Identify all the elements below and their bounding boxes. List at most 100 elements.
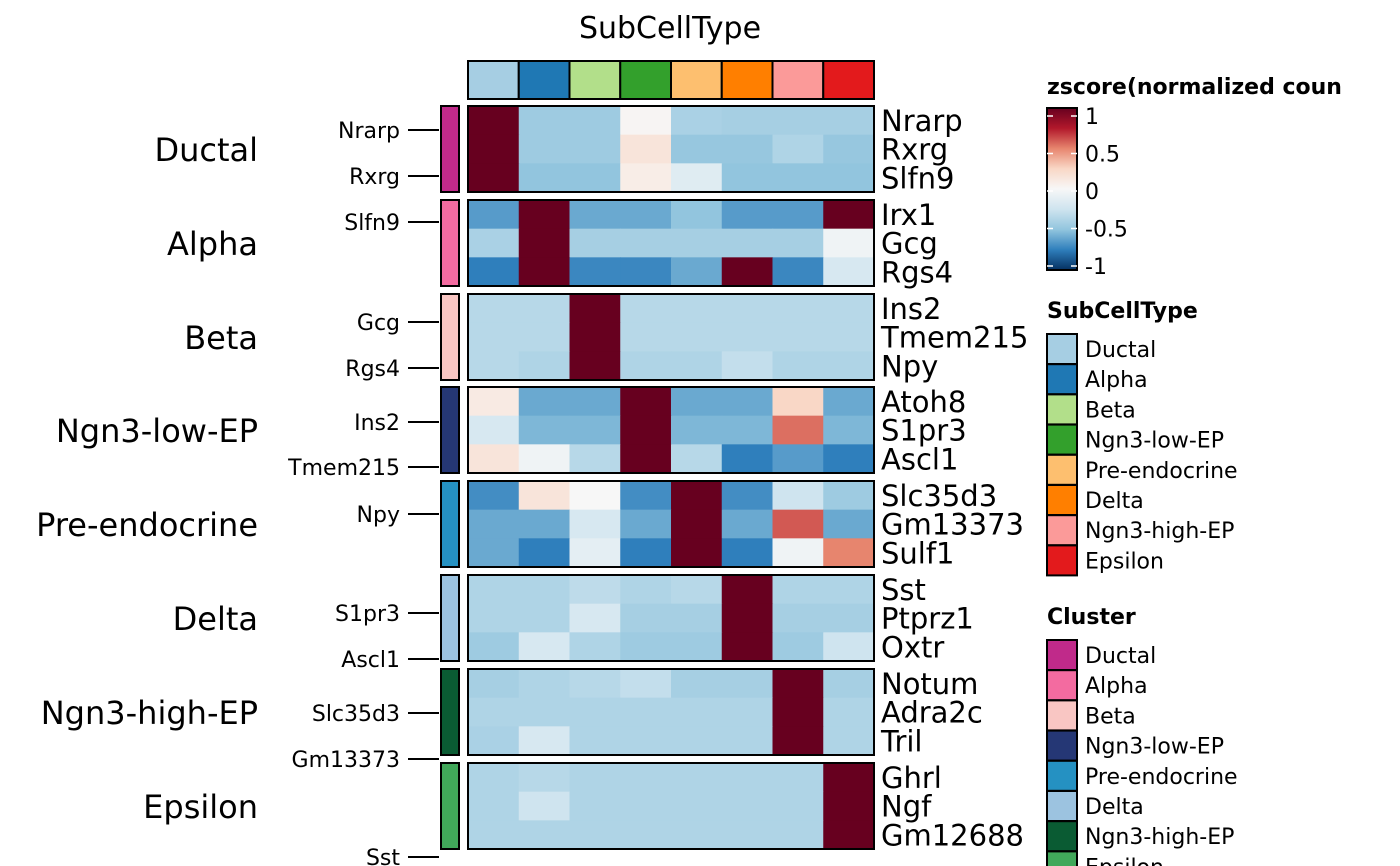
heatmap-cell bbox=[772, 257, 824, 287]
heatmap-block-border bbox=[467, 480, 875, 568]
heatmap-cell bbox=[671, 228, 723, 258]
heatmap-cell bbox=[772, 200, 824, 230]
heatmap-cell bbox=[671, 538, 723, 568]
heatmap-block-beta bbox=[467, 293, 875, 381]
heatmap-cell bbox=[671, 106, 723, 136]
heatmap-block-border bbox=[467, 105, 875, 193]
heatmap-cell bbox=[823, 632, 875, 662]
heatmap-cell bbox=[721, 669, 774, 699]
heatmap-cell bbox=[721, 294, 774, 324]
heatmap-cell bbox=[468, 200, 520, 230]
heatmap-cell bbox=[620, 763, 672, 793]
legend-swatch bbox=[1046, 699, 1078, 732]
heatmap-cell bbox=[772, 791, 824, 821]
heatmap-cell bbox=[671, 763, 723, 793]
gene-label: Adra2c bbox=[881, 696, 983, 730]
heatmap-cell bbox=[671, 200, 723, 230]
legend-swatch bbox=[1046, 514, 1078, 547]
heatmap-cell bbox=[772, 603, 824, 633]
heatmap-cell bbox=[569, 697, 621, 727]
heatmap-cell bbox=[569, 669, 621, 699]
heatmap-cell bbox=[620, 257, 672, 287]
column-annotation-ngn3-low-ep bbox=[619, 60, 672, 100]
cluster-bar-beta bbox=[440, 293, 460, 381]
gene-label: Oxtr bbox=[881, 630, 944, 664]
heatmap-cell bbox=[518, 538, 571, 568]
legend-label: Ngn3-high-EP bbox=[1085, 825, 1234, 850]
heatmap-cell bbox=[620, 603, 672, 633]
heatmap-cell bbox=[468, 387, 520, 417]
mark-label: Npy bbox=[357, 503, 400, 528]
heatmap-cell bbox=[772, 509, 824, 539]
heatmap-cell bbox=[518, 163, 571, 193]
heatmap-cell bbox=[823, 603, 875, 633]
column-annotation-alpha bbox=[517, 60, 571, 100]
gene-label: Rxrg bbox=[881, 133, 948, 167]
mark-label: S1pr3 bbox=[335, 602, 400, 627]
heatmap-cell bbox=[620, 228, 672, 258]
gene-label: Ghrl bbox=[881, 761, 942, 795]
heatmap-cell bbox=[671, 134, 723, 164]
heatmap-cell bbox=[468, 415, 520, 445]
legend-swatch bbox=[1046, 850, 1078, 866]
heatmap-cell bbox=[468, 726, 520, 756]
heatmap-cell bbox=[721, 763, 774, 793]
heatmap-cell bbox=[671, 509, 723, 539]
heatmap-cell bbox=[569, 509, 621, 539]
heatmap-cell bbox=[671, 820, 723, 850]
color-scale-title: zscore(normalized coun bbox=[1047, 75, 1342, 100]
heatmap-cell bbox=[772, 697, 824, 727]
heatmap-cell bbox=[721, 106, 774, 136]
legend-swatch bbox=[1046, 484, 1078, 516]
legend-swatch bbox=[1046, 669, 1078, 702]
heatmap-cell bbox=[569, 387, 621, 417]
cluster-label: Beta bbox=[184, 319, 258, 357]
heatmap-cell bbox=[569, 106, 621, 136]
heatmap-cell bbox=[468, 509, 520, 539]
cluster-labels: Ductal Alpha Beta Ngn3-low-EP Pre-endocrine D… bbox=[36, 105, 460, 850]
heatmap-cell bbox=[823, 134, 875, 164]
cluster-legend-items: Ductal Alpha Beta Ngn3-low-EP Pre-endocrine D… bbox=[1046, 639, 1238, 866]
legend-swatch bbox=[1046, 790, 1078, 822]
gene-labels: NrarpRxrgSlfn9Irx1GcgRgs4Ins2Tmem215NpyA… bbox=[880, 104, 1028, 852]
heatmap-cell bbox=[468, 791, 520, 821]
heatmap-block-border bbox=[467, 293, 875, 381]
column-annotation-delta bbox=[720, 60, 774, 100]
heatmap-cell bbox=[671, 444, 723, 474]
heatmap-cell bbox=[569, 763, 621, 793]
column-annotation-ngn3-high-ep bbox=[771, 60, 825, 100]
heatmap-cell bbox=[671, 481, 723, 511]
heatmap-cell bbox=[569, 134, 621, 164]
heatmap-cell bbox=[569, 200, 621, 230]
mark-label: Gm13373 bbox=[292, 748, 400, 773]
heatmap-cell bbox=[721, 538, 774, 568]
heatmap-cell bbox=[620, 444, 672, 474]
cluster-legend: Cluster Ductal Alpha Beta Ngn3-low-EP Pre-en… bbox=[1046, 605, 1238, 866]
scale-tick-label: 0 bbox=[1085, 180, 1099, 205]
heatmap-cell bbox=[721, 415, 774, 445]
legend-label: Ngn3-low-EP bbox=[1085, 429, 1224, 454]
heatmap-cell bbox=[721, 387, 774, 417]
heatmap-cell bbox=[671, 415, 723, 445]
legend-swatch bbox=[1046, 363, 1078, 396]
heatmap-cell bbox=[518, 791, 571, 821]
heatmap-cell bbox=[772, 134, 824, 164]
heatmap-block-border bbox=[467, 574, 875, 662]
heatmap-cell bbox=[569, 322, 621, 352]
gene-label: Notum bbox=[881, 667, 978, 701]
heatmap-cell bbox=[823, 106, 875, 136]
heatmap-cell bbox=[569, 228, 621, 258]
heatmap-cell bbox=[721, 697, 774, 727]
legend-label: Pre-endocrine bbox=[1085, 459, 1238, 484]
heatmap-cell bbox=[518, 387, 571, 417]
legend-swatch bbox=[1046, 820, 1078, 853]
legend-swatch bbox=[1046, 639, 1078, 671]
heatmap-cell bbox=[518, 481, 571, 511]
heatmap-cell bbox=[518, 294, 571, 324]
heatmap-cell bbox=[569, 294, 621, 324]
chart-title: SubCellType bbox=[579, 11, 761, 46]
heatmap-cell bbox=[721, 820, 774, 850]
gene-label: Tril bbox=[880, 724, 923, 758]
legend-label: Pre-endocrine bbox=[1085, 765, 1238, 790]
